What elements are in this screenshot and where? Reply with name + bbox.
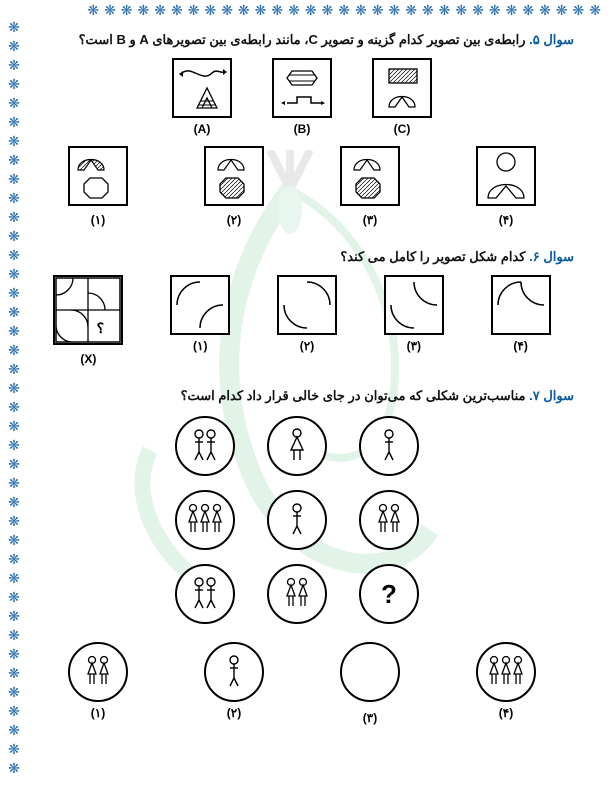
q5-opt-2-label: (۲) bbox=[204, 213, 264, 227]
label-b: (B) bbox=[272, 122, 332, 136]
q7-cell-3 bbox=[359, 416, 419, 476]
q5-opt-1: (۱) bbox=[68, 146, 128, 227]
q7-cell-2 bbox=[267, 416, 327, 476]
q5-box-a: (A) bbox=[172, 58, 232, 136]
q5-reference-row: (A) (B) bbox=[30, 58, 574, 136]
q7-cell-4 bbox=[175, 490, 235, 550]
q5-opt-2: (۲) bbox=[204, 146, 264, 227]
q5-body: رابطه‌ی بین تصویر کدام گزینه و تصویر C، … bbox=[79, 32, 529, 47]
label-c: (C) bbox=[372, 122, 432, 136]
q7-opt-1: (۱) bbox=[68, 642, 128, 720]
q6-text: سوال ۶. کدام شکل تصویر را کامل می کند؟ bbox=[30, 249, 574, 265]
q7-cell-9: ? bbox=[359, 564, 419, 624]
q7-number: سوال ۷. bbox=[529, 388, 574, 403]
q6-opt-4: (۴) bbox=[491, 275, 551, 353]
q7-opt-4-label: (۴) bbox=[476, 706, 536, 720]
q5-number: سوال ۵. bbox=[529, 32, 574, 47]
q7-cell-7 bbox=[175, 564, 235, 624]
q7-options-row: (۱) (۲) (۳) bbox=[30, 642, 574, 725]
q5-opt-3-label: (۳) bbox=[340, 213, 400, 227]
q5-text: سوال ۵. رابطه‌ی بین تصویر کدام گزینه و ت… bbox=[30, 32, 574, 48]
q7-cell-6 bbox=[359, 490, 419, 550]
q7-cell-1 bbox=[175, 416, 235, 476]
q7-cell-5 bbox=[267, 490, 327, 550]
q6-x: ؟ (X) bbox=[53, 275, 123, 366]
q7-opt-4: (۴) bbox=[476, 642, 536, 720]
q6-opt-1-label: (۱) bbox=[170, 339, 230, 353]
q6-x-label: (X) bbox=[53, 352, 123, 366]
q7-text: سوال ۷. مناسب‌ترین شکلی که می‌توان در جا… bbox=[30, 388, 574, 404]
q6-opt-3-label: (۳) bbox=[384, 339, 444, 353]
q6-opt-2: (۲) bbox=[277, 275, 337, 353]
q7-opt-1-label: (۱) bbox=[68, 706, 128, 720]
svg-text:؟: ؟ bbox=[97, 320, 104, 336]
border-left-stars: ❋❋❋❋❋❋❋❋❋❋❋❋❋❋❋❋❋❋❋❋❋❋❋❋❋❋❋❋❋❋❋❋❋❋❋❋❋❋❋❋ bbox=[5, 18, 23, 778]
page: ❋❋❋❋❋❋❋❋❋❋❋❋❋❋❋❋❋❋❋❋❋❋❋❋❋❋❋❋❋❋❋ ❋❋❋❋❋❋❋❋… bbox=[0, 0, 614, 799]
border-top-stars: ❋❋❋❋❋❋❋❋❋❋❋❋❋❋❋❋❋❋❋❋❋❋❋❋❋❋❋❋❋❋❋ bbox=[8, 2, 606, 19]
q7-opt-3-label: (۳) bbox=[340, 711, 400, 725]
q7-cell-8 bbox=[267, 564, 327, 624]
q5-box-b: (B) bbox=[272, 58, 332, 136]
q7-opt-2: (۲) bbox=[204, 642, 264, 720]
q7-qmark: ? bbox=[381, 579, 397, 610]
q6-body: کدام شکل تصویر را کامل می کند؟ bbox=[340, 249, 529, 264]
q6-opt-3: (۳) bbox=[384, 275, 444, 353]
q5-opt-4: (۴) bbox=[476, 146, 536, 227]
q5-options-row: (۱) (۲) bbox=[30, 146, 574, 227]
q5-opt-3: (۳) bbox=[340, 146, 400, 227]
q7-opt-3: (۳) bbox=[340, 642, 400, 725]
q6-opt-2-label: (۲) bbox=[277, 339, 337, 353]
q7-grid: ? bbox=[30, 416, 574, 624]
q6-number: سوال ۶. bbox=[529, 249, 574, 264]
q5-opt-4-label: (۴) bbox=[476, 213, 536, 227]
q7-opt-2-label: (۲) bbox=[204, 706, 264, 720]
q7-body: مناسب‌ترین شکلی که می‌توان در جای خالی ق… bbox=[181, 388, 530, 403]
q5-box-c: (C) bbox=[372, 58, 432, 136]
label-a: (A) bbox=[172, 122, 232, 136]
q6-row: ؟ (X) (۱) bbox=[30, 275, 574, 366]
q6-opt-1: (۱) bbox=[170, 275, 230, 353]
q6-opt-4-label: (۴) bbox=[491, 339, 551, 353]
content: سوال ۵. رابطه‌ی بین تصویر کدام گزینه و ت… bbox=[30, 32, 574, 725]
q5-opt-1-label: (۱) bbox=[68, 213, 128, 227]
